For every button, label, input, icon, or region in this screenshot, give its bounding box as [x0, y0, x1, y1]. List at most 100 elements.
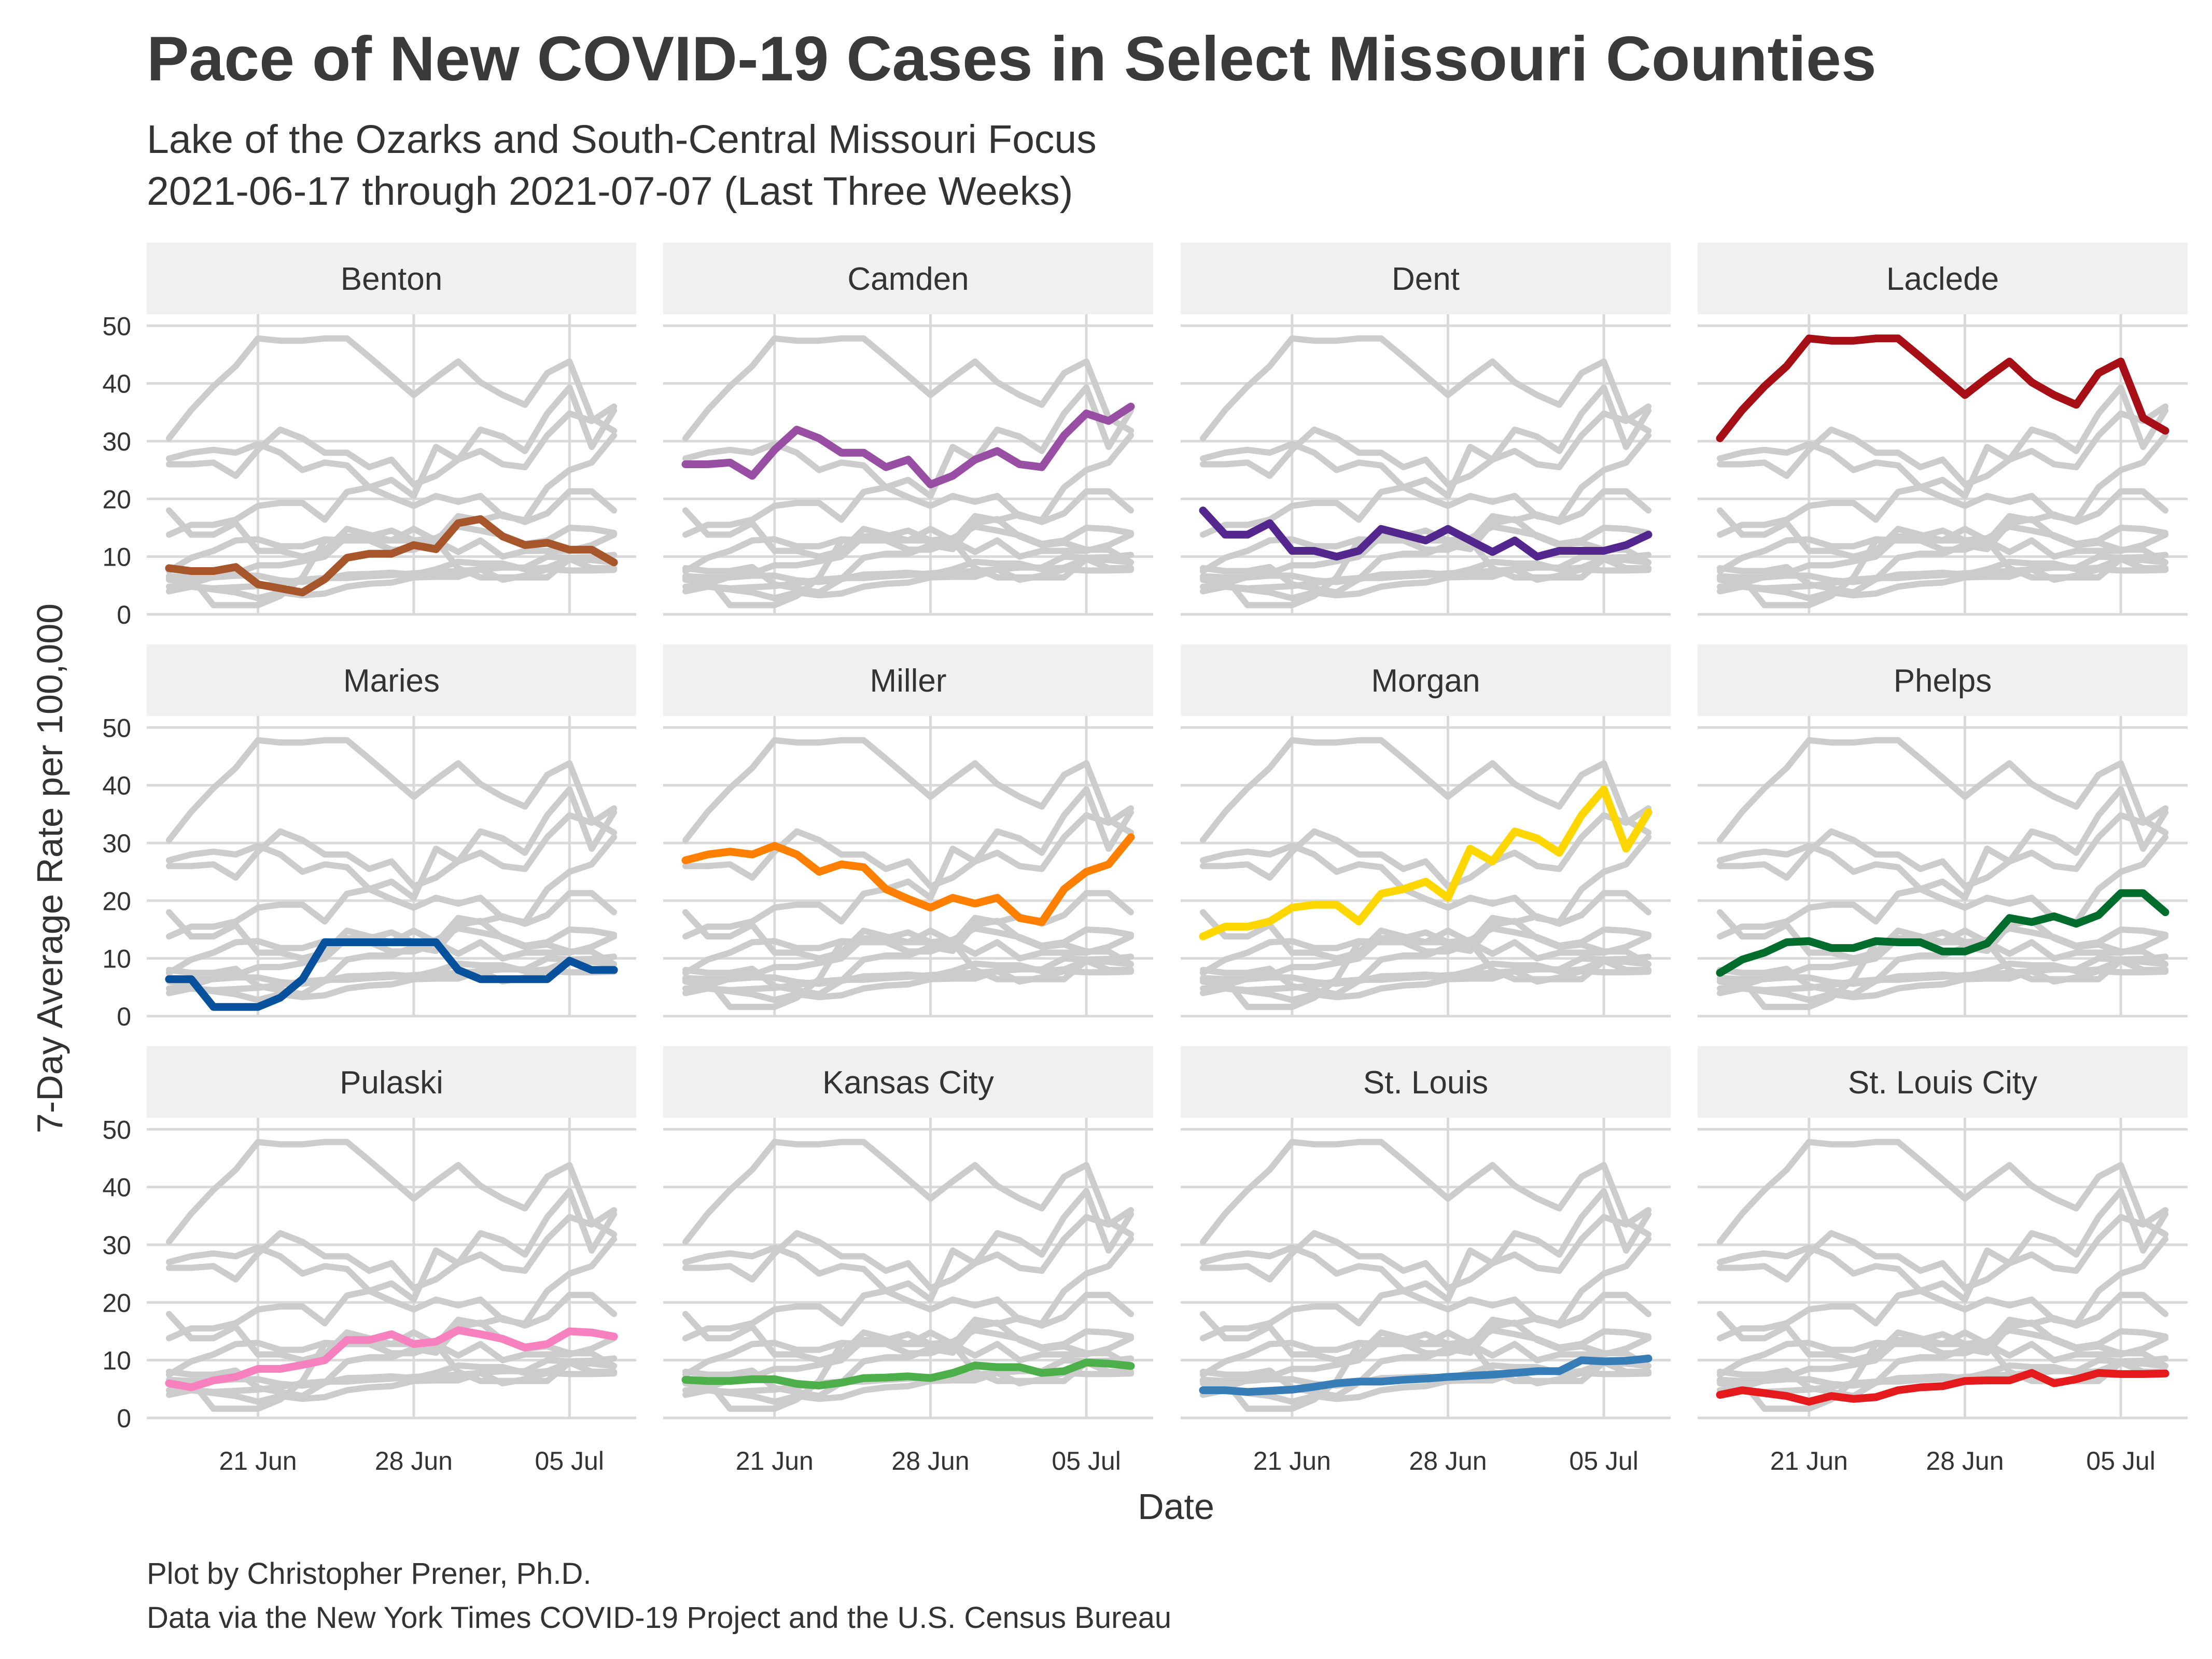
series-line-phelps — [1716, 889, 2169, 977]
background-line-st-louis-city — [682, 968, 1134, 1003]
strip-label-kansas-city: Kansas City — [822, 1065, 994, 1101]
strip-phelps — [1698, 644, 2188, 716]
y-tick-label: 0 — [117, 1404, 131, 1433]
background-line-morgan — [682, 1188, 1134, 1342]
background-line-pulaski — [1717, 1327, 2168, 1390]
panel-kansas-city: Kansas City 21 Jun 28 Jun 05 Jul — [663, 1046, 1153, 1475]
x-axis-label: Date — [1138, 1486, 1214, 1527]
background-line-camden — [165, 1207, 618, 1291]
background-line-camden — [1200, 1207, 1651, 1291]
strip-label-laclede: Laclede — [1886, 261, 1999, 297]
y-tick-label: 40 — [102, 370, 131, 399]
background-line-st-louis — [165, 953, 618, 993]
series-line-st-louis-city — [1716, 1369, 2169, 1406]
background-line-miller — [1717, 834, 2168, 925]
panel-camden: Camden — [663, 243, 1153, 616]
panel-benton: Benton 0 10 20 30 40 50 — [102, 243, 636, 629]
background-line-phelps — [682, 1291, 1134, 1378]
background-line-pulaski — [682, 523, 1134, 587]
background-line-laclede — [165, 335, 618, 442]
strip-label-pulaski: Pulaski — [340, 1065, 443, 1101]
caption-line1: Plot by Christopher Prener, Ph.D. — [147, 1557, 592, 1591]
strip-label-st-louis: St. Louis — [1363, 1065, 1488, 1101]
background-line-pulaski — [165, 925, 618, 989]
background-line-morgan — [165, 1188, 618, 1342]
background-line-st-louis-city — [1717, 968, 2168, 1003]
strip-label-benton: Benton — [341, 261, 443, 297]
background-line-laclede — [682, 737, 1134, 843]
background-line-laclede — [1200, 335, 1651, 442]
background-line-st-louis — [1717, 953, 2168, 993]
background-line-morgan — [1717, 384, 2168, 538]
background-line-morgan — [682, 384, 1134, 538]
background-line-phelps — [165, 890, 618, 976]
background-line-st-louis-city — [682, 566, 1134, 601]
background-line-laclede — [1717, 335, 2168, 442]
background-line-laclede — [1200, 737, 1651, 843]
background-line-pulaski — [1717, 523, 2168, 587]
background-line-st-louis — [682, 552, 1134, 592]
background-line-morgan — [1200, 384, 1651, 538]
background-line-laclede — [1717, 1138, 2168, 1245]
x-tick-label: 28 Jun — [1926, 1446, 2004, 1475]
x-tick-label: 28 Jun — [891, 1446, 969, 1475]
background-line-maries — [1717, 1341, 2168, 1412]
chart-subtitle-line1: Lake of the Ozarks and South-Central Mis… — [147, 117, 1097, 162]
series-line-dent — [1199, 507, 1653, 561]
chart-title: Pace of New COVID-19 Cases in Select Mis… — [147, 23, 1877, 94]
background-line-st-louis-city — [1200, 1370, 1651, 1405]
chart-subtitle-line2: 2021-06-17 through 2021-07-07 (Last Thre… — [147, 169, 1073, 214]
background-line-pulaski — [682, 1327, 1134, 1390]
y-tick-label: 20 — [102, 887, 131, 916]
background-line-camden — [1717, 1207, 2168, 1291]
x-tick-label: 05 Jul — [1569, 1446, 1638, 1475]
background-line-st-louis — [1200, 953, 1651, 993]
x-tick-label: 05 Jul — [2086, 1446, 2155, 1475]
background-line-st-louis-city — [165, 566, 618, 601]
x-tick-label: 21 Jun — [219, 1446, 297, 1475]
background-line-morgan — [1717, 1188, 2168, 1342]
background-line-pulaski — [682, 925, 1134, 989]
background-line-miller — [1200, 834, 1651, 925]
background-line-miller — [682, 1235, 1134, 1327]
background-line-morgan — [165, 384, 618, 538]
background-line-pulaski — [1200, 1327, 1651, 1390]
background-line-st-louis — [682, 953, 1134, 993]
series-line-pulaski — [165, 1326, 618, 1391]
strip-benton — [147, 243, 636, 314]
background-line-st-louis-city — [1200, 566, 1651, 601]
x-tick-label: 21 Jun — [736, 1446, 814, 1475]
strip-st-louis — [1181, 1046, 1671, 1118]
y-tick-label: 30 — [102, 427, 131, 456]
background-line-phelps — [682, 890, 1134, 976]
background-line-st-louis-city — [165, 1370, 618, 1405]
background-line-phelps — [165, 1291, 618, 1378]
y-tick-label: 50 — [102, 713, 131, 742]
background-line-phelps — [1200, 1291, 1651, 1378]
series-line-camden — [681, 402, 1135, 488]
strip-label-dent: Dent — [1392, 261, 1460, 297]
strip-st-louis-city — [1698, 1046, 2188, 1118]
background-line-morgan — [682, 786, 1134, 940]
background-line-laclede — [682, 1138, 1134, 1245]
strip-laclede — [1698, 243, 2188, 314]
y-tick-label: 20 — [102, 1288, 131, 1317]
background-line-st-louis — [1717, 552, 2168, 592]
series-line-laclede — [1716, 334, 2169, 442]
strip-label-phelps: Phelps — [1894, 663, 1992, 699]
background-line-laclede — [1717, 737, 2168, 843]
background-line-miller — [1717, 432, 2168, 524]
y-tick-label: 10 — [102, 1346, 131, 1375]
strip-label-maries: Maries — [343, 663, 440, 699]
background-line-pulaski — [1200, 925, 1651, 989]
background-line-camden — [1717, 805, 2168, 890]
background-line-st-louis-city — [1717, 566, 2168, 601]
background-line-pulaski — [1200, 523, 1651, 587]
y-tick-label: 40 — [102, 1173, 131, 1202]
facet-panels: Benton 0 10 20 30 40 50 Camden Dent Laclede Maries… — [102, 243, 2188, 1475]
series-line-morgan — [1199, 785, 1653, 940]
x-tick-label: 05 Jul — [535, 1446, 604, 1475]
background-line-miller — [682, 432, 1134, 524]
x-tick-label: 28 Jun — [375, 1446, 453, 1475]
